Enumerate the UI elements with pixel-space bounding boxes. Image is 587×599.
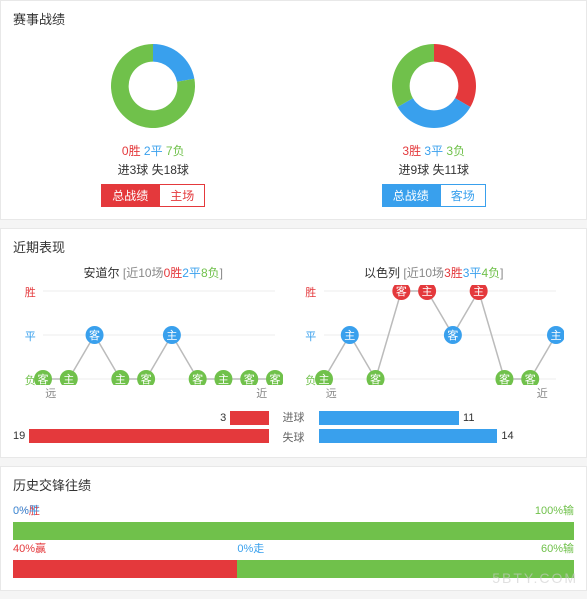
away-donut: [384, 36, 484, 136]
tab-客场[interactable]: 客场: [440, 184, 486, 207]
goal-bar-against: 19: [13, 429, 269, 443]
recent-right-title: 以色列 [近10场3胜3平4负]: [364, 264, 503, 281]
far-label: 远: [326, 385, 337, 401]
home-tabs: 总战绩主场: [101, 184, 205, 207]
match-record-panel: 赛事战绩 0胜 2平 7负 进3球 失18球 总战绩主场 3胜 3平 3负 进9…: [0, 0, 587, 220]
svg-text:主: 主: [473, 285, 484, 298]
svg-text:客: 客: [244, 372, 255, 385]
stack-label: 0%平: [13, 502, 40, 518]
donut-row: 0胜 2平 7负 进3球 失18球 总战绩主场 3胜 3平 3负 进9球 失11…: [13, 36, 574, 207]
svg-text:主: 主: [344, 329, 355, 342]
goals-against-label: 失球: [277, 429, 311, 445]
tab-主场[interactable]: 主场: [159, 184, 205, 207]
wld-part: 0胜: [122, 144, 141, 158]
h2h-panel: 历史交锋往绩 0%胜0%平100%输 40%赢0%走60%输 5BTY.COM: [0, 466, 587, 591]
near-far: 远 近: [304, 385, 564, 401]
recent-left-title: 安道尔 [近10场0胜2平8负]: [84, 264, 223, 281]
tab-总战绩[interactable]: 总战绩: [382, 184, 440, 207]
panel-title: 近期表现: [13, 237, 574, 256]
svg-text:客: 客: [396, 285, 407, 298]
recent-form-panel: 近期表现 安道尔 [近10场0胜2平8负] 胜平负客主客主客主客主客客 远 近 …: [0, 228, 587, 458]
away-donut-col: 3胜 3平 3负 进9球 失11球 总战绩客场: [294, 36, 575, 207]
svg-text:主: 主: [550, 329, 561, 342]
watermark: 5BTY.COM: [492, 570, 578, 586]
svg-text:主: 主: [167, 329, 178, 342]
near-label: 近: [256, 385, 267, 401]
away-tabs: 总战绩客场: [382, 184, 486, 207]
stack-label: 60%输: [541, 540, 574, 556]
near-far: 远 近: [23, 385, 283, 401]
stack-label: 40%赢: [13, 540, 46, 556]
home-donut: [103, 36, 203, 136]
away-goals: 进9球 失11球: [399, 161, 469, 178]
away-wld: 3胜 3平 3负: [402, 142, 465, 159]
stack-label: 0%走: [237, 540, 264, 556]
h2h-row2: 40%赢 0%走 60%输: [13, 540, 574, 578]
svg-text:客: 客: [524, 372, 535, 385]
svg-text:客: 客: [499, 372, 510, 385]
goals-for-label: 进球: [277, 409, 311, 425]
home-goals: 进3球 失18球: [118, 161, 189, 178]
svg-text:客: 客: [89, 328, 100, 342]
goal-bar-for: 3: [13, 411, 269, 425]
svg-text:主: 主: [218, 373, 229, 385]
recent-right: 以色列 [近10场3胜3平4负] 胜平负主主客客主客主客客主 远 近: [294, 264, 575, 401]
wld-part: 3胜: [402, 144, 421, 158]
recent-left-chart: 胜平负客主客主客主客主客客: [23, 285, 283, 385]
svg-text:主: 主: [318, 373, 329, 385]
goal-bar-for: 11: [319, 411, 575, 425]
svg-text:主: 主: [64, 373, 75, 385]
goal-bars-left: 319: [13, 411, 269, 443]
goal-bars-right: 1114: [319, 411, 575, 443]
panel-title: 赛事战绩: [13, 9, 574, 28]
goal-bar-labels: 进球 失球: [277, 409, 311, 445]
recent-left: 安道尔 [近10场0胜2平8负] 胜平负客主客主客主客主客客 远 近: [13, 264, 294, 401]
svg-text:客: 客: [38, 372, 49, 385]
near-label: 近: [537, 385, 548, 401]
stack-label: 100%输: [535, 502, 574, 518]
svg-text:主: 主: [421, 285, 432, 298]
wld-part: 3平: [421, 144, 443, 158]
svg-text:客: 客: [270, 372, 281, 385]
panel-title: 历史交锋往绩: [13, 475, 574, 494]
svg-text:客: 客: [370, 372, 381, 385]
wld-part: 7负: [163, 144, 185, 158]
goal-bar-against: 14: [319, 429, 575, 443]
svg-text:主: 主: [115, 373, 126, 385]
svg-text:客: 客: [141, 372, 152, 385]
svg-text:客: 客: [192, 372, 203, 385]
tab-总战绩[interactable]: 总战绩: [101, 184, 159, 207]
svg-text:客: 客: [447, 328, 458, 342]
goal-bars: 319 进球 失球 1114: [13, 409, 574, 445]
recent-row: 安道尔 [近10场0胜2平8负] 胜平负客主客主客主客主客客 远 近 以色列 […: [13, 264, 574, 401]
home-wld: 0胜 2平 7负: [122, 142, 185, 159]
recent-right-chart: 胜平负主主客客主客主客客主: [304, 285, 564, 385]
home-donut-col: 0胜 2平 7负 进3球 失18球 总战绩主场: [13, 36, 294, 207]
far-label: 远: [45, 385, 56, 401]
wld-part: 3负: [443, 144, 465, 158]
wld-part: 2平: [141, 144, 163, 158]
h2h-row1: 0%胜0%平100%输: [13, 502, 574, 540]
